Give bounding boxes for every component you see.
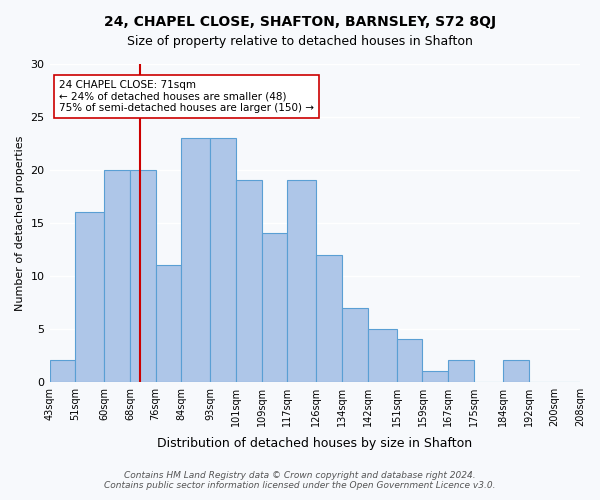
Bar bbox=[50, 360, 75, 382]
Bar bbox=[316, 254, 342, 382]
Bar bbox=[448, 360, 474, 382]
Text: 24, CHAPEL CLOSE, SHAFTON, BARNSLEY, S72 8QJ: 24, CHAPEL CLOSE, SHAFTON, BARNSLEY, S72… bbox=[104, 15, 496, 29]
Bar bbox=[287, 180, 316, 382]
Bar bbox=[262, 234, 287, 382]
Bar bbox=[397, 340, 422, 382]
Text: Contains HM Land Registry data © Crown copyright and database right 2024.
Contai: Contains HM Land Registry data © Crown c… bbox=[104, 470, 496, 490]
Text: Size of property relative to detached houses in Shafton: Size of property relative to detached ho… bbox=[127, 35, 473, 48]
Bar bbox=[236, 180, 262, 382]
Bar bbox=[368, 328, 397, 382]
X-axis label: Distribution of detached houses by size in Shafton: Distribution of detached houses by size … bbox=[157, 437, 472, 450]
Bar bbox=[342, 308, 368, 382]
Bar bbox=[210, 138, 236, 382]
Bar bbox=[75, 212, 104, 382]
Text: 24 CHAPEL CLOSE: 71sqm
← 24% of detached houses are smaller (48)
75% of semi-det: 24 CHAPEL CLOSE: 71sqm ← 24% of detached… bbox=[59, 80, 314, 113]
Bar bbox=[104, 170, 130, 382]
Bar bbox=[503, 360, 529, 382]
Y-axis label: Number of detached properties: Number of detached properties bbox=[15, 135, 25, 310]
Bar bbox=[130, 170, 155, 382]
Bar bbox=[422, 371, 448, 382]
Bar bbox=[155, 265, 181, 382]
Bar bbox=[181, 138, 210, 382]
